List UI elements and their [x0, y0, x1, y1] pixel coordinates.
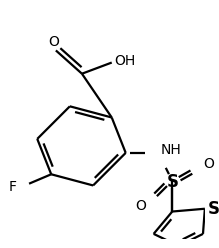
Text: S: S	[208, 200, 219, 218]
Text: S: S	[166, 173, 178, 191]
Text: O: O	[49, 34, 59, 49]
Text: F: F	[9, 180, 17, 194]
Text: NH: NH	[160, 143, 181, 157]
Text: O: O	[135, 199, 146, 213]
Text: OH: OH	[115, 54, 136, 68]
Text: O: O	[203, 157, 214, 171]
